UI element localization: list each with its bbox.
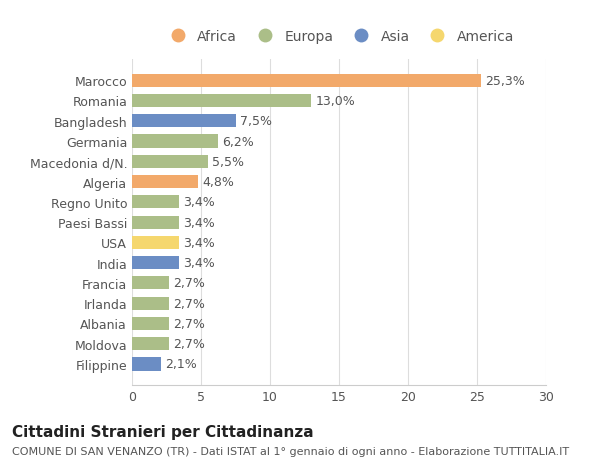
Bar [132, 358, 161, 371]
Bar [132, 216, 179, 229]
Bar [132, 74, 481, 88]
Bar [132, 257, 179, 269]
Bar [132, 317, 169, 330]
Text: 4,8%: 4,8% [202, 176, 234, 189]
Text: 3,4%: 3,4% [183, 216, 215, 229]
Text: 7,5%: 7,5% [239, 115, 272, 128]
Text: 6,2%: 6,2% [222, 135, 253, 148]
Text: 2,7%: 2,7% [173, 317, 205, 330]
Bar [132, 196, 179, 209]
Text: 5,5%: 5,5% [212, 156, 244, 168]
Legend: Africa, Europa, Asia, America: Africa, Europa, Asia, America [158, 24, 520, 49]
Bar [132, 156, 208, 168]
Text: 2,7%: 2,7% [173, 297, 205, 310]
Bar [132, 236, 179, 249]
Text: 3,4%: 3,4% [183, 257, 215, 269]
Text: 2,7%: 2,7% [173, 277, 205, 290]
Text: 3,4%: 3,4% [183, 236, 215, 249]
Text: Cittadini Stranieri per Cittadinanza: Cittadini Stranieri per Cittadinanza [12, 425, 314, 440]
Text: COMUNE DI SAN VENANZO (TR) - Dati ISTAT al 1° gennaio di ogni anno - Elaborazion: COMUNE DI SAN VENANZO (TR) - Dati ISTAT … [12, 446, 569, 456]
Text: 3,4%: 3,4% [183, 196, 215, 209]
Text: 2,1%: 2,1% [165, 358, 197, 371]
Bar [132, 297, 169, 310]
Bar [132, 95, 311, 108]
Bar [132, 115, 235, 128]
Text: 25,3%: 25,3% [485, 74, 525, 88]
Bar [132, 337, 169, 351]
Text: 2,7%: 2,7% [173, 337, 205, 350]
Bar [132, 277, 169, 290]
Bar [132, 135, 218, 148]
Bar [132, 176, 198, 189]
Text: 13,0%: 13,0% [316, 95, 355, 108]
